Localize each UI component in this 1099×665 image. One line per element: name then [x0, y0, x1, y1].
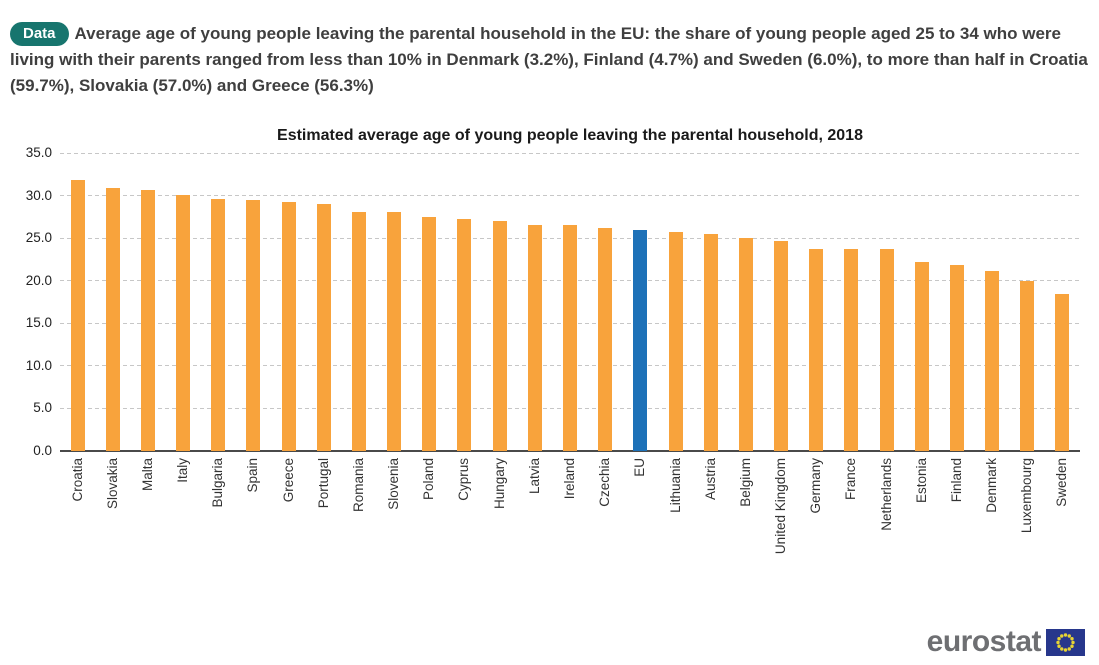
y-axis-labels: 0.0 5.0 10.0 15.0 20.0 25.0 30.0 35.0 [0, 146, 52, 458]
x-label-slovenia: Slovenia [386, 458, 402, 510]
x-label-poland: Poland [421, 458, 437, 501]
bar-estonia [914, 261, 929, 451]
bar-france [844, 249, 859, 451]
x-label-denmark: Denmark [984, 458, 1000, 513]
header-note: Data Average age of young people leaving … [10, 21, 1092, 99]
bar-belgium [738, 238, 753, 451]
bar-poland [422, 216, 437, 451]
x-label-united-kingdom: United Kingdom [773, 458, 789, 555]
bar-croatia [70, 180, 85, 451]
x-label-germany: Germany [808, 458, 824, 514]
x-label-finland: Finland [948, 458, 964, 503]
eu-flag-icon [1046, 628, 1085, 656]
chart-title: Estimated average age of young people le… [277, 127, 863, 144]
x-axis-labels: Croatia Slovakia Malta Italy Bulgaria Spain Gr… [60, 458, 1080, 590]
y-tick-label: 35.0 [25, 145, 52, 160]
y-tick-label: 30.0 [25, 187, 52, 203]
bar-luxembourg [1020, 280, 1035, 451]
y-tick-label: 15.0 [25, 315, 52, 331]
x-label-eu: EU [632, 458, 648, 477]
y-tick-label: 20.0 [25, 272, 52, 288]
x-label-bulgaria: Bulgaria [210, 458, 226, 508]
x-label-lithuania: Lithuania [667, 458, 683, 513]
x-label-spain: Spain [245, 458, 261, 493]
x-label-portugal: Portugal [315, 458, 331, 509]
x-label-slovakia: Slovakia [104, 458, 120, 510]
x-label-estonia: Estonia [913, 458, 929, 504]
x-label-croatia: Croatia [69, 458, 85, 502]
x-label-latvia: Latvia [526, 458, 542, 495]
bar-netherlands [879, 249, 894, 451]
y-tick-label: 10.0 [25, 357, 52, 373]
bar-greece [281, 201, 296, 451]
eurostat-logo: eurostat [927, 627, 1085, 657]
bar-italy [176, 194, 191, 451]
gridline-30 [60, 195, 1080, 197]
eurostat-logo-text: eurostat [926, 625, 1042, 658]
bar-denmark [985, 271, 1000, 451]
x-axis-line [60, 450, 1080, 452]
bar-sweden [1055, 293, 1070, 451]
bar-eu [633, 230, 648, 451]
bar-romania [351, 211, 366, 451]
bar-slovakia [105, 187, 120, 451]
bar-ireland [563, 225, 577, 451]
x-label-austria: Austria [702, 458, 718, 501]
bar-lithuania [668, 232, 683, 451]
x-label-luxembourg: Luxembourg [1019, 458, 1035, 534]
x-label-greece: Greece [280, 458, 296, 503]
x-label-belgium: Belgium [737, 458, 753, 507]
bar-spain [246, 199, 261, 451]
y-tick-label: 5.0 [33, 400, 52, 416]
x-label-ireland: Ireland [562, 458, 577, 500]
bar-finland [949, 264, 964, 451]
header-note-text: Average age of young people leaving the … [10, 24, 1088, 95]
gridline-35 [60, 152, 1080, 154]
x-label-netherlands: Netherlands [878, 458, 894, 531]
bar-portugal [316, 204, 331, 451]
x-label-hungary: Hungary [491, 458, 507, 510]
x-label-romania: Romania [350, 458, 366, 513]
x-label-sweden: Sweden [1054, 458, 1070, 507]
bar-bulgaria [211, 198, 226, 451]
bar-cyprus [457, 218, 472, 451]
data-badge: Data [10, 22, 69, 46]
bar-slovenia [387, 211, 402, 451]
x-label-italy: Italy [175, 458, 191, 483]
x-label-malta: Malta [139, 458, 155, 492]
x-label-czechia: Czechia [597, 458, 613, 507]
bar-malta [140, 189, 155, 451]
bar-czechia [598, 227, 613, 451]
bar-united-kingdom [774, 240, 789, 451]
y-tick-label: 25.0 [25, 230, 52, 246]
x-label-cyprus: Cyprus [456, 458, 472, 501]
bar-austria [703, 233, 718, 451]
plot-area [60, 152, 1080, 452]
x-label-france: France [843, 458, 859, 501]
y-tick-label: 0.0 [33, 443, 52, 458]
bar-germany [809, 249, 824, 451]
bar-latvia [527, 224, 542, 451]
bar-hungary [492, 221, 507, 451]
